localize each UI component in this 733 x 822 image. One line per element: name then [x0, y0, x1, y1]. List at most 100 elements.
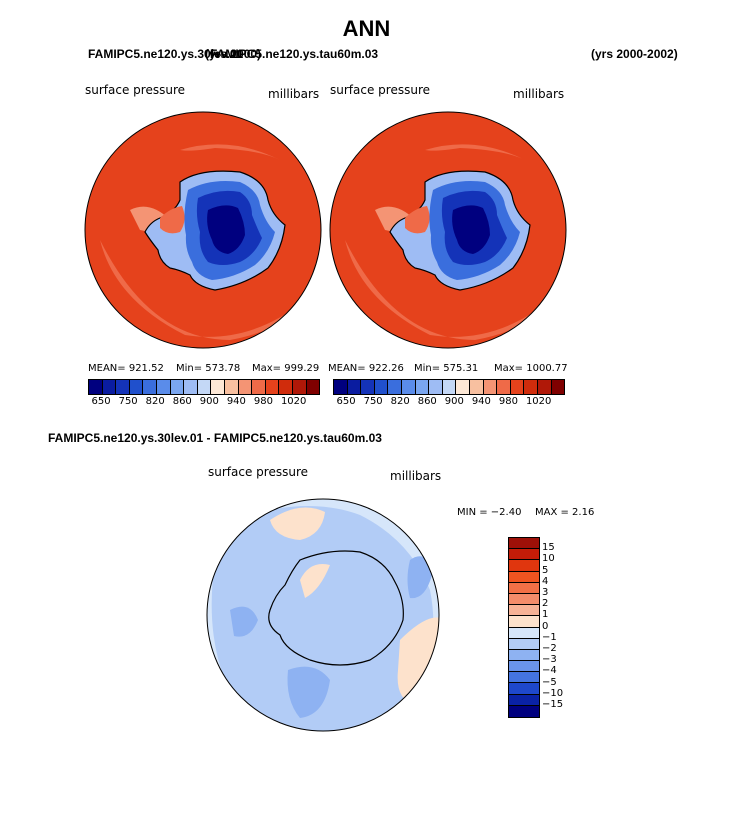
colorbar-tick-label: −3	[542, 654, 557, 666]
panel3-colorbar	[508, 537, 540, 718]
colorbar-tick-label: 900	[199, 396, 219, 407]
colorbar-swatch	[509, 549, 539, 561]
colorbar-tick-label: 750	[363, 396, 383, 407]
colorbar-tick-label: 3	[542, 587, 549, 598]
colorbar-swatch	[401, 380, 416, 394]
panel1-units: millibars	[268, 87, 320, 101]
colorbar-swatch	[483, 380, 498, 394]
panel2-colorbar	[333, 379, 565, 395]
panel3-map	[207, 499, 439, 731]
colorbar-tick-label: 940	[471, 396, 491, 407]
panel1-min: Min= 573.78	[176, 363, 241, 374]
colorbar-swatch	[184, 380, 198, 394]
panel2-max: Max= 1000.77	[494, 363, 568, 374]
case-right-label: FAMIPC5.ne120.ys.tau60m.03	[210, 47, 379, 61]
colorbar-swatch	[509, 683, 539, 695]
colorbar-tick-label: −15	[542, 699, 564, 710]
colorbar-tick-label: −5	[542, 676, 557, 688]
colorbar-swatch	[252, 380, 266, 394]
colorbar-swatch	[429, 380, 443, 394]
colorbar-swatch	[510, 380, 525, 394]
panel1-colorbar	[88, 379, 320, 395]
case-left-label: FAMIPC5.ne120.ys.30lev.01	[88, 47, 244, 61]
colorbar-swatch	[509, 694, 539, 706]
colorbar-swatch	[89, 380, 103, 394]
colorbar-swatch	[224, 380, 239, 394]
colorbar-tick-label: 5	[542, 564, 549, 576]
colorbar-tick-label: −2	[542, 643, 557, 654]
colorbar-tick-label: 860	[172, 396, 192, 407]
colorbar-tick-label: −1	[542, 631, 557, 643]
colorbar-swatch	[509, 560, 539, 572]
colorbar-tick-label: 650	[336, 396, 356, 407]
colorbar-swatch	[509, 571, 539, 583]
colorbar-tick-label: 1	[542, 609, 549, 621]
colorbar-swatch	[509, 627, 539, 639]
colorbar-swatch	[415, 380, 430, 394]
colorbar-swatch	[509, 593, 539, 606]
panel1-title: surface pressure	[85, 83, 185, 97]
panel3-colorbar-ticks: 15 10 5 4 3 2 1 0 −1 −2 −3 −4 −5 −10 −15	[542, 537, 582, 727]
colorbar-swatch	[374, 380, 389, 394]
years-left-label: (yrs 2000)	[205, 47, 262, 61]
colorbar-tick-label: 750	[118, 396, 138, 407]
colorbar-tick-label: 15	[542, 542, 555, 554]
colorbar-swatch	[469, 380, 484, 394]
colorbar-swatch	[279, 380, 293, 394]
colorbar-tick-label: 2	[542, 598, 549, 610]
colorbar-swatch	[537, 380, 552, 394]
colorbar-swatch	[524, 380, 538, 394]
panel1-colorbar-ticks: 650 750 820 860 900 940 980 1020	[88, 396, 320, 410]
colorbar-swatch	[551, 380, 565, 394]
panel2-title: surface pressure	[330, 83, 430, 97]
colorbar-tick-label: −10	[542, 687, 564, 699]
colorbar-tick-label: 860	[417, 396, 437, 407]
colorbar-tick-label: 980	[253, 396, 273, 407]
colorbar-swatch	[306, 380, 320, 394]
panel1-antarctica	[144, 170, 286, 291]
colorbar-tick-label: 820	[390, 396, 410, 407]
colorbar-swatch	[442, 380, 457, 394]
panel1-max: Max= 999.29	[252, 363, 320, 374]
colorbar-tick-label: −4	[542, 665, 557, 677]
colorbar-tick-label: 10	[542, 553, 555, 565]
colorbar-swatch	[388, 380, 402, 394]
colorbar-tick-label: 980	[498, 396, 518, 407]
colorbar-swatch	[509, 661, 539, 673]
panel3-title: surface pressure	[208, 465, 308, 479]
colorbar-swatch	[497, 380, 511, 394]
colorbar-swatch	[347, 380, 362, 394]
colorbar-swatch	[509, 649, 539, 662]
panel3-max: MAX = 2.16	[535, 507, 595, 518]
colorbar-swatch	[197, 380, 212, 394]
panel2-border	[329, 111, 567, 349]
panel2-min: Min= 575.31	[414, 363, 479, 374]
colorbar-tick-label: 900	[444, 396, 464, 407]
colorbar-tick-label: 0	[542, 620, 549, 632]
colorbar-swatch	[211, 380, 225, 394]
panel2-colorbar-ticks: 650 750 820 860 900 940 980 1020	[333, 396, 565, 410]
colorbar-tick-label: 940	[226, 396, 246, 407]
colorbar-tick-label: 820	[145, 396, 165, 407]
colorbar-tick-label: 1020	[525, 396, 552, 407]
panel2-mean: MEAN= 922.26	[328, 363, 404, 374]
diff-title: FAMIPC5.ne120.ys.30lev.01 - FAMIPC5.ne12…	[48, 431, 382, 445]
panel1-border	[84, 111, 322, 349]
panel1-mean: MEAN= 921.52	[88, 363, 164, 374]
colorbar-swatch	[509, 672, 539, 684]
colorbar-swatch	[456, 380, 470, 394]
colorbar-swatch	[361, 380, 375, 394]
colorbar-swatch	[129, 380, 144, 394]
colorbar-swatch	[238, 380, 253, 394]
panel3-min: MIN = −2.40	[457, 507, 522, 518]
years-right-label: (yrs 2000-2002)	[591, 47, 678, 61]
colorbar-swatch	[265, 380, 280, 394]
colorbar-swatch	[156, 380, 171, 394]
panel2-map	[330, 112, 566, 348]
panel2-antarctica	[389, 170, 531, 291]
colorbar-swatch	[509, 538, 539, 550]
colorbar-tick-label: 4	[542, 575, 549, 587]
colorbar-swatch	[509, 638, 539, 650]
colorbar-swatch	[116, 380, 130, 394]
